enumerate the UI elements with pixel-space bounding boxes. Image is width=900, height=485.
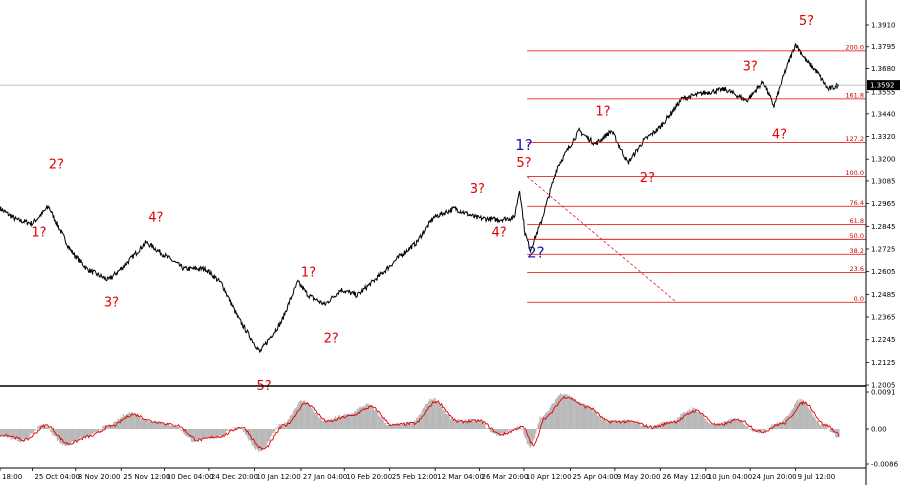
fib-level-label: 23.6 <box>850 265 864 273</box>
y-tick-label: 1.2365 <box>871 314 896 322</box>
y-tick-label: 1.2485 <box>871 291 896 299</box>
x-tick-label: 24 Jun 20:00 <box>752 473 796 481</box>
x-tick-label: 10 Apr 12:00 <box>526 473 572 481</box>
price-pane[interactable]: 200.0 161.8 127.2 100.0 76.4 61.8 50.0 38.2 23.6… <box>0 14 866 394</box>
osc-y-tick-label: 0.0091 <box>871 389 896 397</box>
y-tick-label: 1.2845 <box>871 223 896 231</box>
wave-label: 1? <box>31 226 46 241</box>
fib-level-label: 0.0 <box>854 295 864 303</box>
wave-label-blue: 2? <box>527 243 545 261</box>
y-tick-label: 1.2725 <box>871 245 896 253</box>
y-tick-label: 1.3795 <box>871 43 896 51</box>
osc-y-tick-label: 0.00 <box>871 426 887 434</box>
wave-label: 5? <box>516 156 531 171</box>
x-tick-label: 10 Feb 20:00 <box>346 473 392 481</box>
wave-label: 2? <box>49 158 64 173</box>
y-tick-label: 1.3440 <box>871 110 896 118</box>
fib-level-label: 38.2 <box>850 247 864 255</box>
y-tick-label: 1.2605 <box>871 268 896 276</box>
x-tick-label: 9 Jul 12:00 <box>798 473 836 481</box>
osc-y-tick-label: -0.0086 <box>871 461 899 469</box>
wave-label: 1? <box>595 105 610 120</box>
y-tick-label: 1.3910 <box>871 22 896 30</box>
price-series-line[interactable] <box>0 43 840 354</box>
last-price-label: 1.3592 <box>870 82 895 90</box>
wave-label: 3? <box>743 59 758 74</box>
x-tick-label: 25 Feb 12:00 <box>392 473 438 481</box>
y-tick-label: 1.2965 <box>871 200 896 208</box>
wave-label: 3? <box>470 182 485 197</box>
y-tick-label: 1.3555 <box>871 89 896 97</box>
fib-level-label: 61.8 <box>850 217 864 225</box>
oscillator-pane[interactable] <box>0 392 840 452</box>
x-tick-label: 8 Nov 20:00 <box>78 473 121 481</box>
wave-label: 4? <box>148 211 163 226</box>
wave-label: 1? <box>301 265 316 280</box>
y-tick-label: 1.3320 <box>871 133 896 141</box>
fib-level-label: 76.4 <box>850 199 864 207</box>
y-tick-label: 1.3680 <box>871 65 896 73</box>
fib-level-label: 127.2 <box>845 135 864 143</box>
x-tick-label: 10 Dec 04:00 <box>167 473 214 481</box>
x-tick-label: 26 Mar 20:00 <box>482 473 529 481</box>
wave-label: 2? <box>640 171 655 186</box>
wave-label: 4? <box>772 127 787 142</box>
fib-level-label: 50.0 <box>850 232 864 240</box>
y-tick-label: 1.3085 <box>871 177 896 185</box>
fib-level-label: 161.8 <box>845 91 864 99</box>
x-tick-label: 18:00 <box>2 473 22 481</box>
x-tick-label: 24 Dec 20:00 <box>211 473 258 481</box>
x-tick-label: 10 Jan 12:00 <box>256 473 300 481</box>
oscillator-signal-line <box>0 395 840 451</box>
y-tick-label: 1.2005 <box>871 382 896 390</box>
y-tick-label: 1.2125 <box>871 359 896 367</box>
x-tick-label: 26 May 12:00 <box>662 473 710 481</box>
x-tick-label: 9 May 20:00 <box>617 473 661 481</box>
x-tick-label: 25 Apr 04:00 <box>572 473 618 481</box>
x-tick-label: 25 Oct 04:00 <box>34 473 80 481</box>
fib-anchor-dashed-line <box>526 176 677 303</box>
wave-label-blue: 1? <box>515 136 533 154</box>
wave-label: 2? <box>324 332 339 347</box>
x-tick-label: 25 Nov 12:00 <box>123 473 170 481</box>
fib-level-label: 100.0 <box>845 169 864 177</box>
oscillator-histogram[interactable] <box>0 392 840 452</box>
x-tick-label: 10 Jun 04:00 <box>708 473 752 481</box>
wave-label: 5? <box>799 14 814 29</box>
x-tick-label: 12 Mar 04:00 <box>437 473 484 481</box>
y-tick-label: 1.3200 <box>871 156 896 164</box>
wave-label: 3? <box>104 296 119 311</box>
fib-level-label: 200.0 <box>845 43 864 51</box>
wave-label: 4? <box>491 226 506 241</box>
y-tick-label: 1.2245 <box>871 336 896 344</box>
x-tick-label: 27 Jan 04:00 <box>303 473 347 481</box>
last-price-box <box>867 80 900 91</box>
